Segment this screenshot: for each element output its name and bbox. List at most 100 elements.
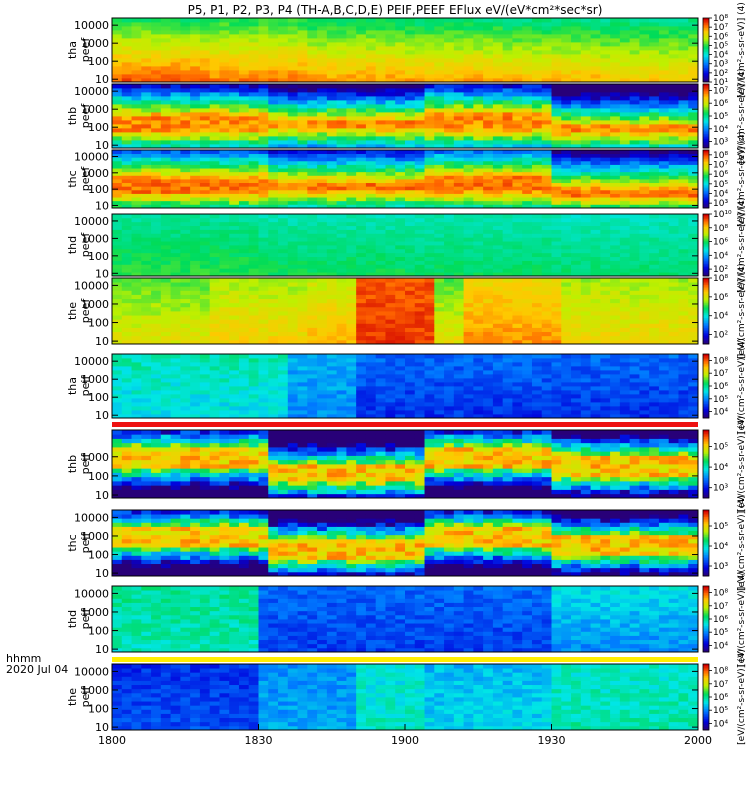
spectrogram-cell: [268, 311, 279, 316]
separator-stripe: [112, 657, 698, 662]
spectrogram-cell: [444, 74, 455, 79]
spectrogram-cell: [326, 30, 338, 35]
spectrogram-cell: [531, 182, 543, 187]
spectrogram-cell: [444, 302, 455, 308]
spectrogram-cell: [356, 186, 367, 191]
spectrogram-cell: [483, 229, 494, 234]
spectrogram-cell: [414, 175, 425, 180]
spectrogram-cell: [190, 22, 201, 27]
spectrogram-cell: [668, 204, 679, 209]
spectrogram-cell: [414, 140, 425, 145]
spectrogram-cell: [668, 272, 679, 277]
spectrogram-cell: [180, 42, 191, 47]
spectrogram-cell: [473, 335, 484, 341]
spectrogram-cell: [580, 124, 591, 129]
spectrogram-cell: [658, 88, 670, 93]
spectrogram-cell: [571, 128, 582, 133]
spectrogram-cell: [473, 252, 484, 258]
spectrogram-cell: [688, 100, 699, 105]
spectrogram-cell: [356, 278, 367, 283]
spectrogram-cell: [385, 182, 396, 187]
spectrogram-cell: [580, 225, 591, 230]
spectrogram-cell: [512, 26, 523, 31]
spectrogram-cell: [160, 335, 171, 341]
spectrogram-cell: [141, 42, 152, 47]
spectrogram-cell: [639, 233, 650, 238]
spectrogram-cell: [160, 78, 171, 83]
spectrogram-cell: [414, 112, 425, 117]
spectrogram-cell: [297, 42, 308, 47]
spectrogram-cell: [414, 92, 425, 97]
colorbar-segment: [703, 272, 709, 275]
spectrogram-cell: [317, 294, 328, 300]
spectrogram-cell: [229, 112, 240, 117]
spectrogram-cell: [141, 128, 152, 133]
spectrogram-cell: [483, 140, 494, 145]
spectrogram-cell: [346, 286, 357, 291]
spectrogram-cell: [287, 315, 298, 320]
spectrogram-cell: [219, 78, 230, 83]
spectrogram-cell: [424, 136, 435, 141]
spectrogram-cell: [209, 225, 220, 230]
spectrogram-cell: [356, 282, 367, 287]
spectrogram-cell: [414, 268, 425, 273]
spectrogram-cell: [151, 315, 162, 320]
spectrogram-cell: [131, 42, 142, 47]
spectrogram-cell: [121, 92, 132, 97]
spectrogram-cell: [492, 315, 504, 320]
spectrogram-cell: [483, 164, 494, 169]
spectrogram-cell: [317, 116, 328, 121]
spectrogram-cell: [492, 153, 504, 158]
spectrogram-cell: [131, 290, 142, 295]
spectrogram-cell: [258, 157, 269, 162]
spectrogram-cell: [688, 245, 699, 250]
spectrogram-cell: [649, 186, 660, 191]
spectrogram-cell: [209, 286, 220, 291]
spectrogram-cell: [649, 160, 660, 165]
spectrogram-cell: [580, 248, 591, 254]
spectrogram-cell: [580, 38, 591, 43]
spectrogram-cell: [248, 88, 259, 93]
spectrogram-cell: [278, 315, 289, 320]
spectrogram-cell: [121, 225, 132, 230]
spectrogram-cell: [639, 22, 650, 27]
panel-probe-label: tha: [66, 41, 79, 59]
spectrogram-cell: [600, 315, 611, 320]
spectrogram-cell: [610, 140, 621, 145]
spectrogram-cell: [385, 168, 396, 173]
spectrogram-cell: [170, 182, 181, 187]
spectrogram-cell: [531, 197, 543, 202]
colorbar-segment: [703, 116, 709, 118]
spectrogram-cell: [121, 58, 132, 63]
spectrogram-cell: [571, 339, 582, 345]
spectrogram-cell: [112, 272, 123, 277]
spectrogram-cell: [541, 171, 552, 176]
spectrogram-cell: [414, 171, 425, 176]
spectrogram-cell: [141, 286, 152, 291]
spectrogram-cell: [375, 197, 386, 202]
spectrogram-cell: [258, 237, 269, 242]
spectrogram-cell: [121, 104, 132, 109]
spectrogram-cell: [317, 339, 328, 345]
spectrogram-cell: [571, 245, 582, 250]
spectrogram-cell: [483, 302, 494, 308]
spectrogram-cell: [639, 66, 650, 71]
spectrogram-cell: [668, 112, 679, 117]
spectrogram-cell: [268, 327, 279, 333]
spectrogram-cell: [561, 272, 572, 277]
spectrogram-cell: [590, 70, 601, 75]
spectrogram-cell: [551, 18, 562, 23]
spectrogram-cell: [170, 311, 181, 316]
spectrogram-cell: [434, 140, 445, 145]
spectrogram-cell: [600, 92, 611, 97]
spectrogram-cell: [365, 46, 377, 51]
spectrogram-cell: [278, 221, 289, 227]
spectrogram-cell: [492, 179, 504, 184]
spectrogram-cell: [151, 153, 162, 158]
spectrogram-cell: [180, 26, 191, 31]
spectrogram-cell: [268, 233, 279, 238]
colorbar-tick-label: 10¹⁰: [713, 210, 732, 220]
spectrogram-cell: [502, 38, 513, 43]
spectrogram-cell: [356, 204, 367, 209]
spectrogram-cell: [258, 179, 269, 184]
